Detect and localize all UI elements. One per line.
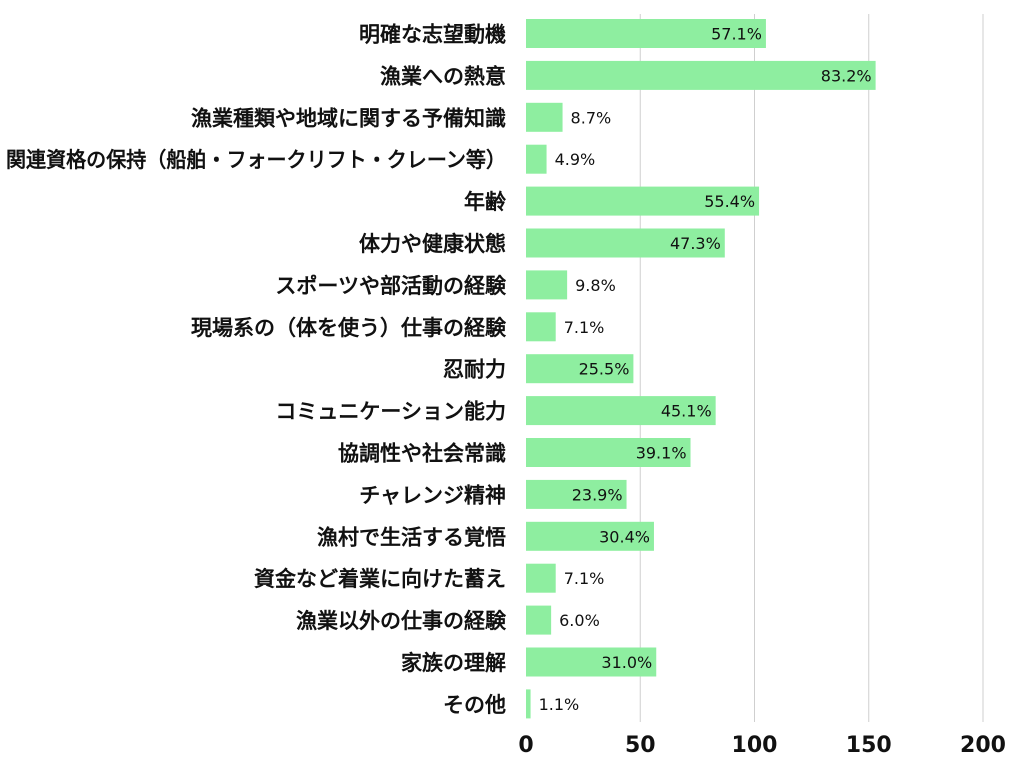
bar [526, 228, 725, 258]
x-tick-label: 100 [732, 733, 778, 758]
category-label: チャレンジ精神 [359, 483, 506, 507]
bar [526, 102, 563, 132]
bar [526, 438, 691, 467]
bar-data-label: 1.1% [539, 695, 580, 714]
bar [526, 396, 716, 426]
category-label: 現場系の（体を使う）仕事の経験 [191, 316, 507, 340]
category-label: スポーツや部活動の経験 [275, 274, 507, 298]
x-axis-ticks: 0 50 100 150 200 [518, 733, 1006, 758]
bar [526, 479, 627, 509]
bar [526, 60, 876, 90]
x-tick-label: 150 [846, 733, 892, 758]
bar [526, 521, 654, 551]
category-label: コミュニケーション能力 [275, 400, 506, 424]
x-tick-label: 200 [960, 733, 1006, 758]
bar-data-label: 4.9% [555, 150, 596, 169]
category-labels: 明確な志望動機漁業への熱意漁業種類や地域に関する予備知識関連資格の保持（船舶・フ… [6, 23, 507, 717]
category-label: 関連資格の保持（船舶・フォークリフト・クレーン等） [6, 148, 506, 172]
bar [526, 563, 556, 593]
bar [526, 19, 766, 48]
bar-data-label: 83.2% [821, 66, 872, 85]
bar [526, 647, 657, 677]
x-tick-label: 50 [625, 733, 656, 758]
bar-data-label: 39.1% [636, 444, 687, 463]
bar-data-label: 25.5% [579, 360, 630, 379]
bar-data-label: 8.7% [571, 108, 612, 127]
bar-data-label: 31.0% [601, 653, 652, 672]
bar-data-label: 47.3% [670, 234, 721, 253]
category-label: 明確な志望動機 [359, 23, 506, 47]
bar-data-label: 7.1% [564, 318, 605, 337]
category-label: 漁業以外の仕事の経験 [296, 609, 507, 633]
bar-data-label: 9.8% [575, 276, 616, 295]
gridlines [639, 14, 984, 722]
category-label: その他 [443, 693, 506, 717]
bar-data-label: 55.4% [704, 192, 755, 211]
bar [526, 144, 547, 174]
bar-data-label: 57.1% [711, 25, 762, 44]
bar-data-label: 6.0% [559, 611, 600, 630]
category-label: 漁業種類や地域に関する予備知識 [191, 106, 506, 130]
category-label: 資金など着業に向けた蓄え [254, 567, 506, 591]
category-label: 漁業への熱意 [380, 64, 506, 88]
bar [526, 605, 552, 635]
category-label: 年齢 [464, 190, 507, 214]
bar [526, 354, 634, 384]
bar [526, 689, 531, 719]
category-label: 忍耐力 [443, 358, 506, 382]
bar [526, 186, 760, 216]
bar [526, 270, 568, 300]
category-label: 漁村で生活する覚悟 [317, 525, 506, 549]
category-label: 協調性や社会常識 [338, 442, 506, 466]
bar-data-label: 7.1% [564, 569, 605, 588]
bar-data-label: 23.9% [572, 485, 623, 504]
category-label: 体力や健康状態 [359, 232, 506, 256]
x-tick-label: 0 [518, 733, 533, 758]
bar [526, 312, 556, 342]
bars: 57.1% 83.2% 8.7% 4.9% 55.4% 47.3% 9.8% 7.1% 25.5… [526, 19, 876, 719]
bar-data-label: 30.4% [599, 527, 650, 546]
bar-data-label: 45.1% [661, 402, 712, 421]
category-label: 家族の理解 [401, 651, 506, 675]
